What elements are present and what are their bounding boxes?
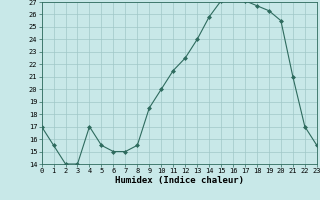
X-axis label: Humidex (Indice chaleur): Humidex (Indice chaleur) (115, 176, 244, 185)
